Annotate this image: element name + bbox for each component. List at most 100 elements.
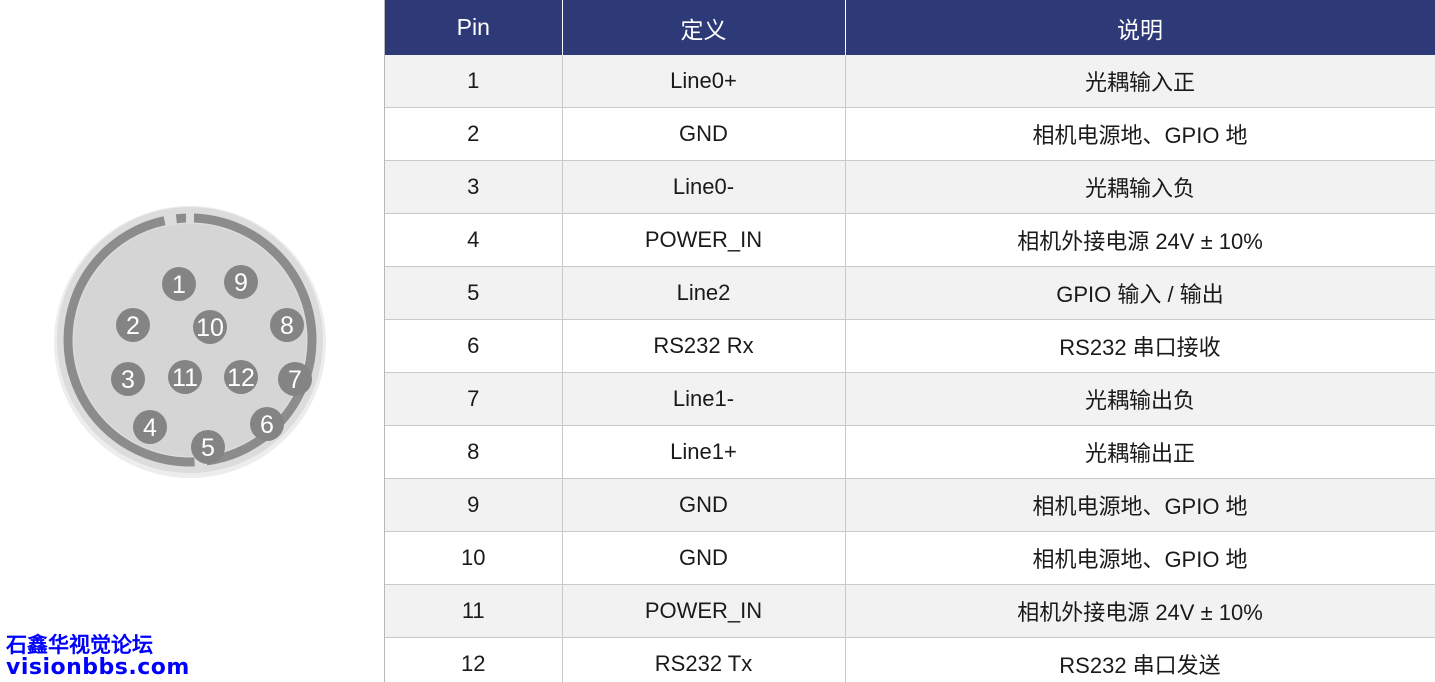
cell-desc: 光耦输出负	[845, 372, 1435, 426]
table-row: 3 Line0- 光耦输入负	[385, 160, 1435, 214]
table-row: 4 POWER_IN 相机外接电源 24V ± 10%	[385, 213, 1435, 267]
pin-label-8: 8	[280, 312, 294, 340]
table-row: 5 Line2 GPIO 输入 / 输出	[385, 266, 1435, 320]
pin-label-4: 4	[143, 414, 157, 442]
table-row: 10 GND 相机电源地、GPIO 地	[385, 531, 1435, 585]
cell-desc: RS232 串口接收	[845, 319, 1435, 373]
column-header-pin: Pin	[385, 0, 563, 55]
cell-pin: 4	[385, 213, 563, 267]
cell-definition: GND	[562, 478, 846, 532]
cell-definition: Line2	[562, 266, 846, 320]
cell-pin: 9	[385, 478, 563, 532]
pin-9: 9	[224, 265, 258, 299]
table-row: 6 RS232 Rx RS232 串口接收	[385, 319, 1435, 373]
cell-pin: 3	[385, 160, 563, 214]
table-row: 9 GND 相机电源地、GPIO 地	[385, 478, 1435, 532]
cell-definition: GND	[562, 107, 846, 161]
cell-definition: RS232 Tx	[562, 637, 846, 682]
column-header-description: 说明	[845, 0, 1435, 55]
pin-label-12: 12	[227, 364, 255, 392]
pin-group: 1 9 2 10 8 3 11 12 7 4 6 5	[111, 265, 312, 464]
cell-pin: 2	[385, 107, 563, 161]
pin-3: 3	[111, 362, 145, 396]
table-row: 1 Line0+ 光耦输入正	[385, 55, 1435, 108]
cell-definition: POWER_IN	[562, 584, 846, 638]
pin-10: 10	[193, 310, 227, 344]
cell-desc: 相机电源地、GPIO 地	[845, 107, 1435, 161]
pin-6: 6	[250, 407, 284, 441]
table-header-row: Pin 定义 说明	[385, 0, 1435, 55]
pin-hole-11	[168, 360, 202, 394]
cell-definition: RS232 Rx	[562, 319, 846, 373]
cell-definition: Line0+	[562, 55, 846, 108]
cell-pin: 12	[385, 637, 563, 682]
pin-label-9: 9	[234, 269, 248, 297]
cell-desc: 相机电源地、GPIO 地	[845, 531, 1435, 585]
pin-hole-1	[162, 267, 196, 301]
pin-label-6: 6	[260, 411, 274, 439]
connector-diagram-panel: 1 9 2 10 8 3 11 12 7 4 6 5 石鑫华视觉论坛 visionbbs.com	[0, 0, 385, 682]
cell-pin: 5	[385, 266, 563, 320]
pin-hole-4	[133, 410, 167, 444]
cell-pin: 7	[385, 372, 563, 426]
pin-label-10: 10	[196, 314, 224, 342]
column-header-definition: 定义	[562, 0, 846, 55]
watermark-site: visionbbs.com	[6, 655, 190, 681]
pin-2: 2	[116, 308, 150, 342]
pin-hole-12	[224, 360, 258, 394]
pin-hole-8	[270, 308, 304, 342]
cell-definition: Line0-	[562, 160, 846, 214]
cell-desc: 光耦输入负	[845, 160, 1435, 214]
table-body: 1 Line0+ 光耦输入正 2 GND 相机电源地、GPIO 地 3 Line0- 光耦输入负…	[385, 55, 1435, 682]
cell-definition: GND	[562, 531, 846, 585]
pin-hole-9	[224, 265, 258, 299]
pin-7: 7	[278, 362, 312, 396]
cell-desc: 相机电源地、GPIO 地	[845, 478, 1435, 532]
table-header: Pin 定义 说明	[385, 0, 1435, 55]
pin-11: 11	[168, 360, 202, 394]
pin-label-3: 3	[121, 366, 135, 394]
pin-8: 8	[270, 308, 304, 342]
cell-desc: 光耦输入正	[845, 55, 1435, 108]
connector-svg: 1 9 2 10 8 3 11 12 7 4 6 5	[54, 206, 326, 478]
pin-hole-2	[116, 308, 150, 342]
cell-pin: 10	[385, 531, 563, 585]
cell-definition: Line1+	[562, 425, 846, 479]
cell-pin: 6	[385, 319, 563, 373]
table-row: 8 Line1+ 光耦输出正	[385, 425, 1435, 479]
pin-label-5: 5	[201, 434, 215, 462]
pin-hole-5	[191, 430, 225, 464]
pin-label-7: 7	[288, 366, 302, 394]
pin-1: 1	[162, 267, 196, 301]
table-row: 7 Line1- 光耦输出负	[385, 372, 1435, 426]
connector-diagram: 1 9 2 10 8 3 11 12 7 4 6 5	[50, 200, 330, 480]
pin-label-11: 11	[172, 364, 198, 392]
cell-pin: 8	[385, 425, 563, 479]
pin-12: 12	[224, 360, 258, 394]
cell-desc: 光耦输出正	[845, 425, 1435, 479]
pin-label-1: 1	[172, 271, 186, 299]
connector-notch-icon	[186, 212, 194, 224]
cell-definition: POWER_IN	[562, 213, 846, 267]
watermark-chinese: 石鑫华视觉论坛	[6, 632, 153, 657]
pin-hole-10	[193, 310, 227, 344]
table-row: 2 GND 相机电源地、GPIO 地	[385, 107, 1435, 161]
table-row: 12 RS232 Tx RS232 串口发送	[385, 637, 1435, 682]
pin-hole-7	[278, 362, 312, 396]
pin-hole-6	[250, 407, 284, 441]
cell-pin: 11	[385, 584, 563, 638]
pin-label-2: 2	[126, 312, 140, 340]
cell-desc: 相机外接电源 24V ± 10%	[845, 584, 1435, 638]
cell-desc: RS232 串口发送	[845, 637, 1435, 682]
watermark: 石鑫华视觉论坛 visionbbs.com	[6, 632, 190, 681]
table-row: 11 POWER_IN 相机外接电源 24V ± 10%	[385, 584, 1435, 638]
cell-desc: GPIO 输入 / 输出	[845, 266, 1435, 320]
cell-desc: 相机外接电源 24V ± 10%	[845, 213, 1435, 267]
pin-hole-3	[111, 362, 145, 396]
cell-pin: 1	[385, 55, 563, 108]
pin-5: 5	[191, 430, 225, 464]
cell-definition: Line1-	[562, 372, 846, 426]
